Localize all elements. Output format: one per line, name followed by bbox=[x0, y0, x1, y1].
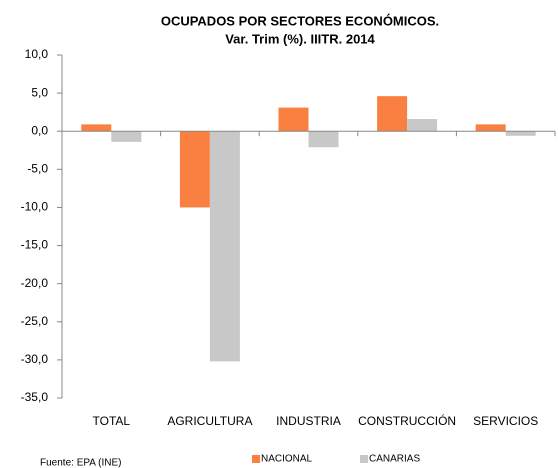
y-tick-label: -20,0 bbox=[21, 276, 49, 290]
bar bbox=[209, 131, 240, 362]
y-tick-label: -10,0 bbox=[21, 200, 49, 214]
x-tick-label: SERVICIOS bbox=[473, 414, 538, 428]
bar bbox=[377, 96, 408, 132]
bar bbox=[278, 107, 309, 132]
chart-subtitle: Var. Trim (%). IIITR. 2014 bbox=[225, 31, 375, 46]
y-tick-label: -35,0 bbox=[21, 390, 49, 404]
bar bbox=[81, 124, 112, 132]
bar bbox=[111, 131, 142, 142]
chart-title: OCUPADOS POR SECTORES ECONÓMICOS. bbox=[161, 13, 439, 28]
bar bbox=[308, 131, 339, 148]
y-tick-label: -25,0 bbox=[21, 314, 49, 328]
legend-swatch bbox=[252, 455, 260, 463]
y-tick-label: 5,0 bbox=[31, 85, 48, 99]
y-tick-label: -15,0 bbox=[21, 238, 49, 252]
y-tick-label: 10,0 bbox=[25, 47, 49, 61]
y-tick-label: 0,0 bbox=[31, 123, 48, 137]
x-tick-label: TOTAL bbox=[93, 414, 131, 428]
bar bbox=[505, 131, 536, 136]
bar bbox=[407, 119, 438, 132]
x-tick-label: AGRICULTURA bbox=[167, 414, 252, 428]
source: Fuente: EPA (INE) bbox=[40, 458, 122, 468]
bar bbox=[475, 124, 506, 132]
x-tick-label: CONSTRUCCIÓN bbox=[358, 413, 456, 428]
y-tick-label: -30,0 bbox=[21, 352, 49, 366]
y-tick-label: -5,0 bbox=[27, 162, 48, 176]
legend-swatch bbox=[360, 455, 368, 463]
legend-label: NACIONAL bbox=[261, 454, 313, 465]
bar bbox=[179, 131, 210, 208]
legend-label: CANARIAS bbox=[369, 454, 420, 465]
x-tick-label: INDUSTRIA bbox=[276, 414, 341, 428]
